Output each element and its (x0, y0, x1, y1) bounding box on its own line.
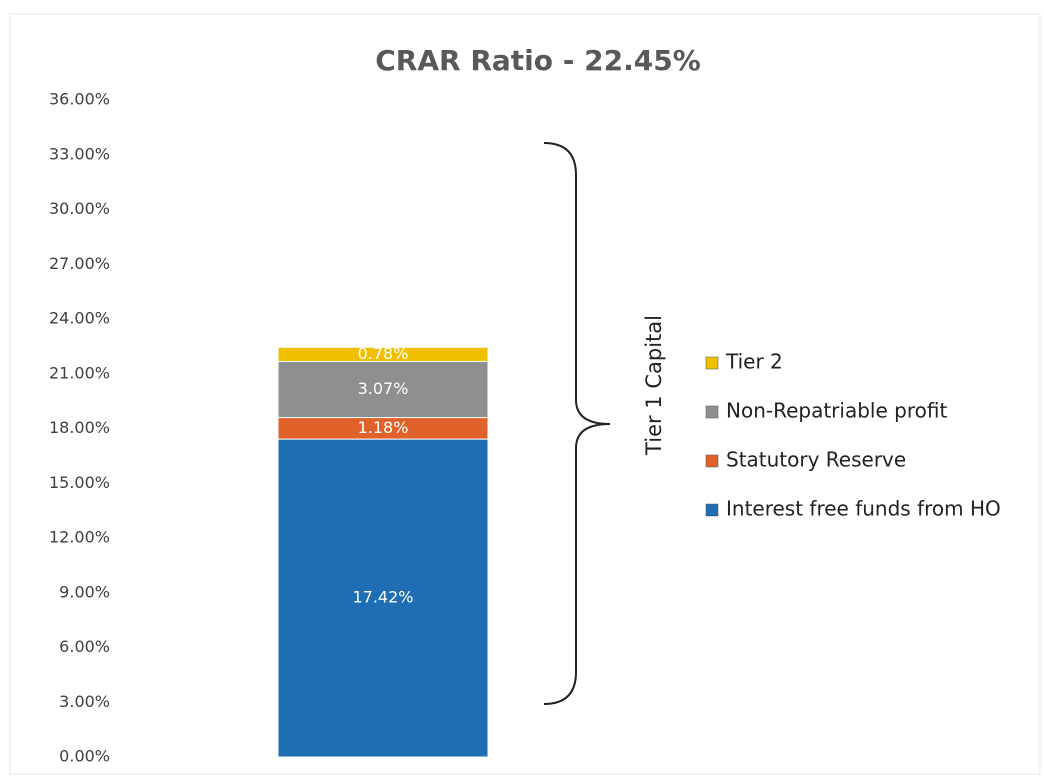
y-tick-label: 6.00% (59, 637, 110, 656)
y-tick-label: 27.00% (49, 254, 110, 273)
y-tick-label: 12.00% (49, 528, 110, 547)
bar-segment (277, 438, 489, 758)
legend-marker (705, 454, 719, 468)
value-label: 17.42% (352, 588, 413, 607)
y-tick-label: 15.00% (49, 473, 110, 492)
legend-label: Interest free funds from HO (726, 497, 1001, 521)
value-label: 0.78% (358, 344, 409, 363)
legend-label: Non-Repatriable profit (726, 399, 947, 423)
brace (543, 142, 611, 705)
legend-label: Tier 2 (725, 350, 783, 374)
y-tick-label: 30.00% (49, 199, 110, 218)
y-tick-label: 21.00% (49, 363, 110, 382)
value-label: 1.18% (358, 418, 409, 437)
chart-border (9, 13, 1041, 775)
y-tick-label: 0.00% (59, 747, 110, 766)
value-label: 3.07% (358, 379, 409, 398)
chart-title: CRAR Ratio - 22.45% (375, 44, 701, 77)
legend-label: Statutory Reserve (726, 448, 906, 472)
legend-marker (705, 356, 719, 370)
y-tick-label: 36.00% (49, 90, 110, 109)
annotation: Tier 1 Capital (642, 315, 666, 456)
y-tick-label: 18.00% (49, 418, 110, 437)
y-tick-label: 24.00% (49, 309, 110, 328)
y-tick-label: 33.00% (49, 144, 110, 163)
bar-segment (277, 346, 489, 363)
legend-marker (705, 503, 719, 517)
legend-marker (705, 405, 719, 419)
y-tick-label: 9.00% (59, 582, 110, 601)
y-tick-label: 3.00% (59, 692, 110, 711)
